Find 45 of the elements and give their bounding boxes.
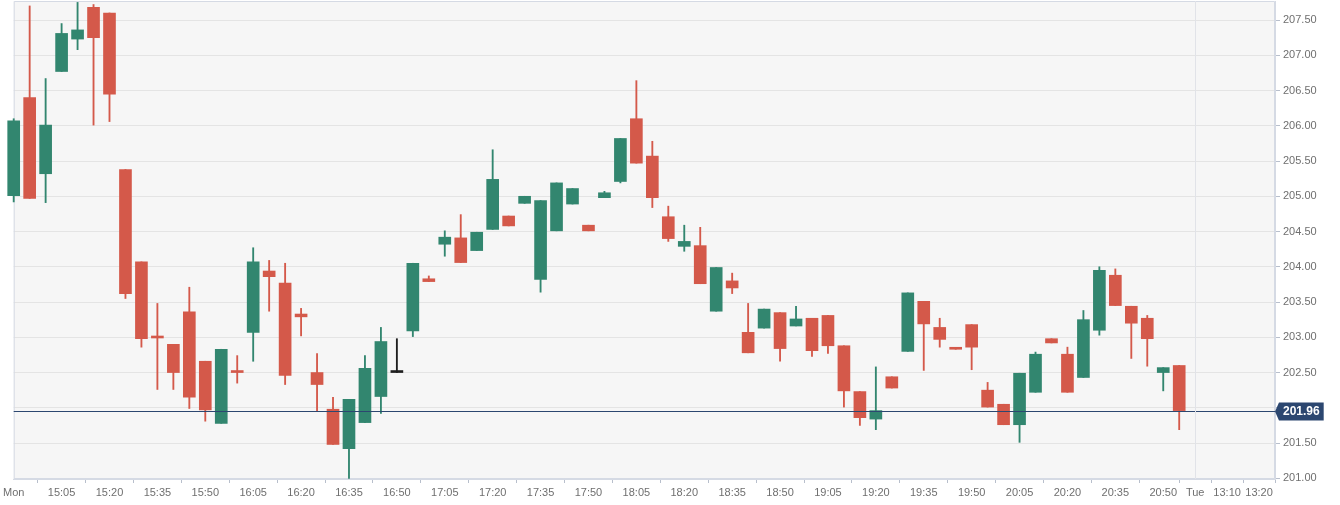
y-tick-label: 207.00 — [1283, 48, 1317, 61]
x-tick-label: 19:05 — [814, 485, 842, 498]
x-tick-label: 13:10 — [1213, 485, 1241, 498]
y-tick-label: 201.00 — [1283, 471, 1317, 484]
x-tick-label: 16:50 — [383, 485, 411, 498]
x-tick-label: Mon — [3, 485, 25, 498]
x-tick-label: 18:50 — [766, 485, 794, 498]
x-tick-label: 15:50 — [191, 485, 220, 498]
y-tick-label: 203.00 — [1283, 330, 1317, 343]
x-tick-label: 18:35 — [718, 485, 746, 498]
x-tick-label: 20:20 — [1053, 485, 1082, 498]
y-tick-label: 206.50 — [1283, 83, 1317, 96]
x-tick-label: 13:20 — [1245, 485, 1273, 498]
x-tick-label: 16:35 — [335, 485, 363, 498]
y-tick-label: 207.50 — [1283, 13, 1317, 26]
y-tick-label: 203.50 — [1283, 295, 1317, 308]
x-tick-label: 17:05 — [431, 485, 459, 498]
x-tick-label: 19:20 — [862, 485, 890, 498]
x-tick-label: 17:50 — [574, 485, 603, 498]
x-tick-label: 15:05 — [47, 485, 76, 498]
candlestick — [230, 355, 244, 384]
x-tick-label: 18:20 — [670, 485, 699, 498]
y-tick-label: 206.00 — [1283, 118, 1317, 131]
x-tick-label: Tue — [1185, 485, 1205, 498]
x-tick-label: 19:35 — [909, 485, 938, 498]
candlestick — [262, 260, 276, 312]
x-tick-label: 17:20 — [478, 485, 507, 498]
y-tick-label: 205.50 — [1283, 154, 1317, 167]
ref-line-label: 201.96 — [1283, 404, 1321, 419]
x-tick-label: 19:50 — [957, 485, 986, 498]
x-tick-label: 17:35 — [526, 485, 555, 498]
x-tick-label: 18:05 — [622, 485, 651, 498]
candlestick — [390, 338, 404, 373]
y-tick-label: 204.00 — [1283, 259, 1317, 272]
y-tick-label: 204.50 — [1283, 224, 1317, 237]
x-tick-label: 15:20 — [95, 485, 124, 498]
x-tick-label: 20:05 — [1005, 485, 1034, 498]
x-tick-label: 20:50 — [1149, 485, 1177, 498]
x-tick-label: 16:05 — [239, 485, 267, 498]
y-tick-label: 205.00 — [1283, 189, 1317, 202]
x-tick-label: 15:35 — [143, 485, 172, 498]
y-tick-label: 201.50 — [1283, 436, 1317, 449]
y-tick-label: 202.50 — [1283, 365, 1317, 378]
x-tick-label: 16:20 — [287, 485, 315, 498]
x-tick-label: 20:35 — [1101, 485, 1130, 498]
